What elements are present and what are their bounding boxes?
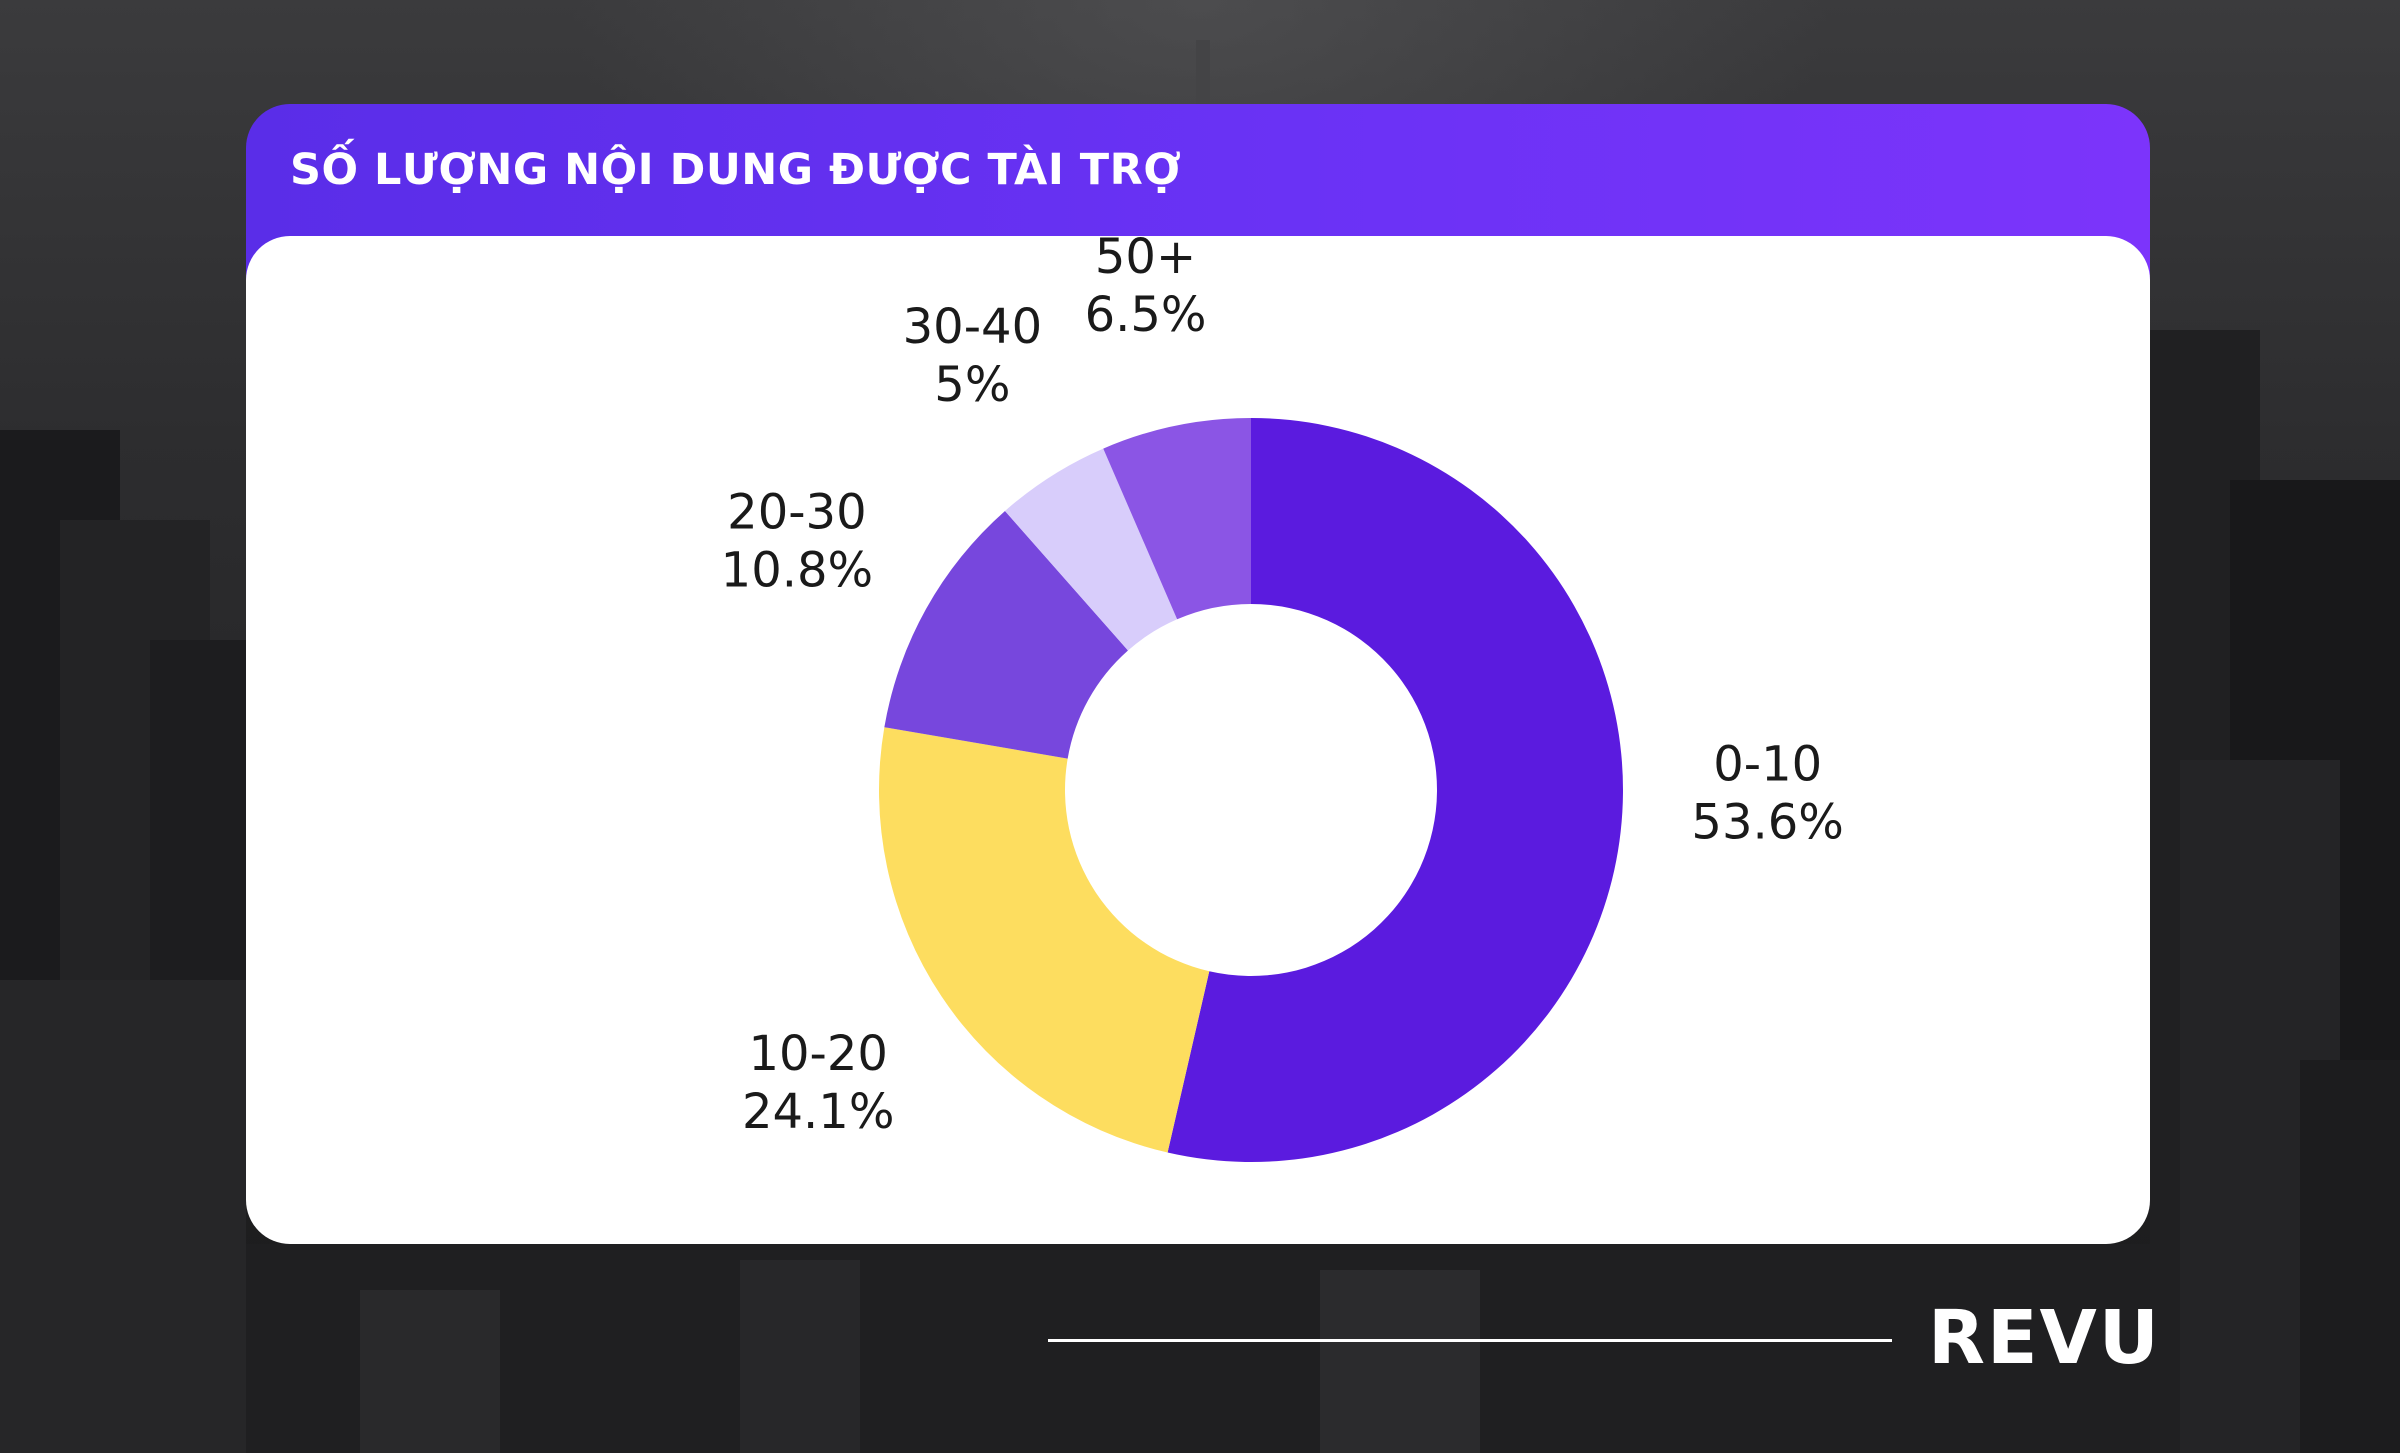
slice-value-label: 6.5% xyxy=(1085,287,1207,343)
slice-label-group: 30-40 5% xyxy=(903,299,1042,413)
donut-slice-0-10 xyxy=(1167,418,1623,1162)
slice-label-group: 20-30 10.8% xyxy=(721,485,873,599)
slice-category-label: 10-20 xyxy=(748,1026,887,1082)
slice-category-label: 20-30 xyxy=(727,485,866,541)
revu-logo: REVU xyxy=(1928,1295,2161,1381)
donut-slice-20-30 xyxy=(884,510,1128,759)
footer-divider xyxy=(1048,1339,1892,1342)
slice-label-group: 50+ 6.5% xyxy=(1085,229,1207,343)
slice-category-label: 0-10 xyxy=(1713,737,1822,793)
chart-title: SỐ LƯỢNG NỘI DUNG ĐƯỢC TÀI TRỢ xyxy=(290,145,1182,195)
slice-value-label: 5% xyxy=(934,357,1010,413)
slice-value-label: 10.8% xyxy=(721,543,873,599)
slice-label-group: 0-10 53.6% xyxy=(1691,737,1843,851)
donut-slice-50plus xyxy=(1103,418,1251,620)
slice-category-label: 50+ xyxy=(1095,229,1196,285)
donut-slice-30-40 xyxy=(1004,448,1178,651)
slice-category-label: 30-40 xyxy=(903,299,1042,355)
donut-slice-10-20 xyxy=(878,727,1210,1153)
slice-label-group: 10-20 24.1% xyxy=(742,1026,894,1140)
slice-value-label: 24.1% xyxy=(742,1084,894,1140)
slice-value-label: 53.6% xyxy=(1691,795,1843,851)
